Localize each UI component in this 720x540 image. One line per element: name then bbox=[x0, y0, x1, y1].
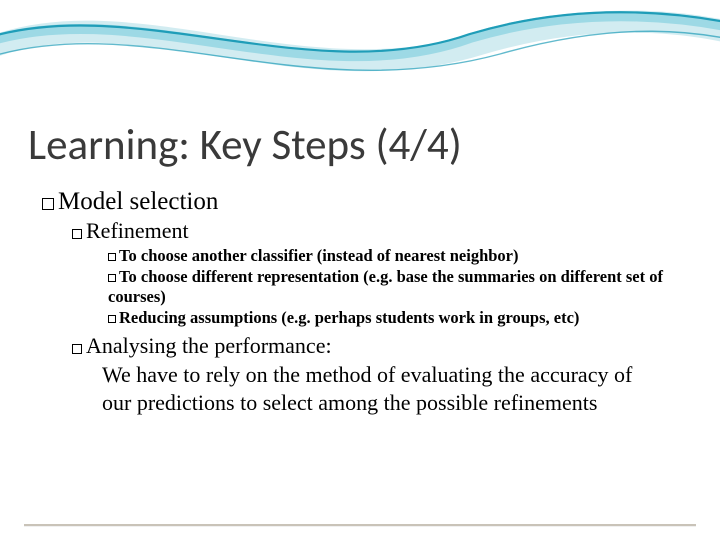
bullet-choose-representation: To choose different representation (e.g.… bbox=[108, 267, 680, 307]
bullet-model-selection: Model selection bbox=[42, 188, 680, 216]
square-bullet-icon bbox=[108, 253, 116, 261]
bullet-analysing-performance: Analysing the performance: bbox=[72, 333, 680, 359]
bullet-text: Refinement bbox=[86, 218, 189, 243]
footer-divider bbox=[24, 524, 696, 526]
slide-title: Learning: Key Steps (4/4) bbox=[28, 118, 462, 171]
analysing-performance-body: We have to rely on the method of evaluat… bbox=[102, 361, 680, 417]
bullet-text: To choose another classifier (instead of… bbox=[119, 246, 519, 265]
bullet-text: To choose different representation (e.g.… bbox=[108, 267, 663, 306]
square-bullet-icon bbox=[108, 274, 116, 282]
header-wave-decor bbox=[0, 0, 720, 120]
bullet-text: Model selection bbox=[58, 188, 218, 215]
bullet-choose-classifier: To choose another classifier (instead of… bbox=[108, 246, 680, 266]
bullet-refinement: Refinement bbox=[72, 218, 680, 244]
square-bullet-icon bbox=[72, 229, 82, 239]
square-bullet-icon bbox=[108, 315, 116, 323]
bullet-text: Reducing assumptions (e.g. perhaps stude… bbox=[119, 308, 579, 327]
bullet-reducing-assumptions: Reducing assumptions (e.g. perhaps stude… bbox=[108, 308, 680, 328]
square-bullet-icon bbox=[72, 344, 82, 354]
bullet-text: Analysing the performance: bbox=[86, 333, 332, 358]
square-bullet-icon bbox=[42, 198, 54, 210]
slide-body: Model selection Refinement To choose ano… bbox=[42, 188, 680, 417]
